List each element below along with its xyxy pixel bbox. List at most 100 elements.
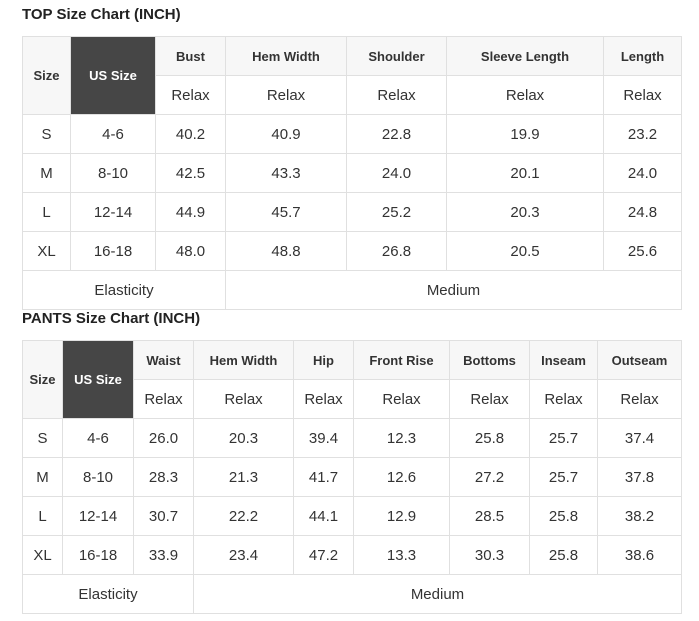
us-size-cell: 12-14 xyxy=(70,192,156,232)
us-size-header: US Size xyxy=(62,340,134,419)
measurement-cell: 37.8 xyxy=(597,457,682,497)
measurement-cell: 25.8 xyxy=(529,535,598,575)
column-header: Outseam xyxy=(597,340,682,380)
measurement-cell: 40.9 xyxy=(225,114,347,154)
measurement-cell: 39.4 xyxy=(293,418,354,458)
measurement-cell: 12.3 xyxy=(353,418,450,458)
fit-cell: Relax xyxy=(603,75,682,115)
measurement-cell: 23.4 xyxy=(193,535,294,575)
table-row: M 8-10 28.3 21.3 41.7 12.6 27.2 25.7 37.8 xyxy=(22,457,682,497)
fit-cell: Relax xyxy=(225,75,347,115)
measurement-cell: 23.2 xyxy=(603,114,682,154)
column-header: Hem Width xyxy=(225,36,347,76)
measurement-cell: 25.8 xyxy=(529,496,598,536)
column-header: Hem Width xyxy=(193,340,294,380)
elasticity-value: Medium xyxy=(225,270,682,310)
pants-size-table: Size US Size Waist Hem Width Hip Front Rise Bo… xyxy=(22,340,682,614)
measurement-cell: 13.3 xyxy=(353,535,450,575)
elasticity-row: Elasticity Medium xyxy=(22,270,682,310)
us-size-cell: 4-6 xyxy=(70,114,156,154)
measurement-cell: 25.8 xyxy=(449,418,530,458)
measurement-cell: 43.3 xyxy=(225,153,347,193)
fit-cell: Relax xyxy=(446,75,604,115)
us-size-cell: 8-10 xyxy=(70,153,156,193)
measurement-cell: 26.0 xyxy=(133,418,194,458)
fit-cell: Relax xyxy=(449,379,530,419)
measurement-cell: 25.7 xyxy=(529,457,598,497)
header-row: Size US Size Bust Hem Width Shoulder Sleeve L… xyxy=(22,36,682,115)
size-cell: L xyxy=(22,192,71,232)
measurement-cell: 22.8 xyxy=(346,114,447,154)
column-header: Shoulder xyxy=(346,36,447,76)
column-header: Sleeve Length xyxy=(446,36,604,76)
measurement-cell: 44.1 xyxy=(293,496,354,536)
measurement-cell: 47.2 xyxy=(293,535,354,575)
table-row: XL 16-18 33.9 23.4 47.2 13.3 30.3 25.8 38.6 xyxy=(22,535,682,575)
fit-cell: Relax xyxy=(529,379,598,419)
measurement-cell: 48.8 xyxy=(225,231,347,271)
us-size-header: US Size xyxy=(70,36,156,115)
table-row: S 4-6 26.0 20.3 39.4 12.3 25.8 25.7 37.4 xyxy=(22,418,682,458)
measurement-cell: 42.5 xyxy=(155,153,226,193)
column-header: Length xyxy=(603,36,682,76)
us-size-cell: 12-14 xyxy=(62,496,134,536)
measurement-cell: 12.9 xyxy=(353,496,450,536)
table-row: L 12-14 44.9 45.7 25.2 20.3 24.8 xyxy=(22,192,682,232)
measurement-cell: 25.6 xyxy=(603,231,682,271)
us-size-cell: 16-18 xyxy=(70,231,156,271)
measurement-cell: 21.3 xyxy=(193,457,294,497)
measurement-cell: 27.2 xyxy=(449,457,530,497)
us-size-cell: 16-18 xyxy=(62,535,134,575)
measurement-cell: 40.2 xyxy=(155,114,226,154)
measurement-cell: 20.3 xyxy=(193,418,294,458)
header-row: Size US Size Waist Hem Width Hip Front Rise Bo… xyxy=(22,340,682,419)
measurement-cell: 24.8 xyxy=(603,192,682,232)
measurement-cell: 20.1 xyxy=(446,153,604,193)
measurement-cell: 22.2 xyxy=(193,496,294,536)
size-cell: XL xyxy=(22,231,71,271)
pants-size-chart-title: PANTS Size Chart (INCH) xyxy=(22,310,201,327)
fit-row: Relax Relax Relax Relax Relax xyxy=(23,75,682,115)
size-cell: XL xyxy=(22,535,63,575)
size-cell: M xyxy=(22,457,63,497)
size-cell: S xyxy=(22,418,63,458)
measurement-cell: 26.8 xyxy=(346,231,447,271)
table-row: L 12-14 30.7 22.2 44.1 12.9 28.5 25.8 38.2 xyxy=(22,496,682,536)
elasticity-label: Elasticity xyxy=(22,574,194,614)
table-row: XL 16-18 48.0 48.8 26.8 20.5 25.6 xyxy=(22,231,682,271)
column-header: Front Rise xyxy=(353,340,450,380)
measurement-cell: 45.7 xyxy=(225,192,347,232)
size-header: Size xyxy=(22,340,63,419)
measurement-cell: 12.6 xyxy=(353,457,450,497)
top-size-table: Size US Size Bust Hem Width Shoulder Sleeve L… xyxy=(22,36,682,310)
elasticity-value: Medium xyxy=(193,574,682,614)
measurement-cell: 25.2 xyxy=(346,192,447,232)
measurement-cell: 30.3 xyxy=(449,535,530,575)
fit-cell: Relax xyxy=(133,379,194,419)
measurement-cell: 37.4 xyxy=(597,418,682,458)
elasticity-label: Elasticity xyxy=(22,270,226,310)
measurement-cell: 38.2 xyxy=(597,496,682,536)
measurement-cell: 33.9 xyxy=(133,535,194,575)
fit-cell: Relax xyxy=(346,75,447,115)
measurement-cell: 28.3 xyxy=(133,457,194,497)
column-header: Bust xyxy=(155,36,226,76)
column-header: Inseam xyxy=(529,340,598,380)
fit-cell: Relax xyxy=(193,379,294,419)
fit-cell: Relax xyxy=(353,379,450,419)
size-header: Size xyxy=(22,36,71,115)
fit-cell: Relax xyxy=(597,379,682,419)
size-cell: S xyxy=(22,114,71,154)
measurement-cell: 30.7 xyxy=(133,496,194,536)
column-header: Hip xyxy=(293,340,354,380)
measurement-cell: 41.7 xyxy=(293,457,354,497)
table-row: M 8-10 42.5 43.3 24.0 20.1 24.0 xyxy=(22,153,682,193)
column-header: Bottoms xyxy=(449,340,530,380)
top-size-chart-title: TOP Size Chart (INCH) xyxy=(22,6,181,23)
column-header: Waist xyxy=(133,340,194,380)
measurement-cell: 20.3 xyxy=(446,192,604,232)
measurement-cell: 44.9 xyxy=(155,192,226,232)
measurement-cell: 25.7 xyxy=(529,418,598,458)
fit-row: Relax Relax Relax Relax Relax Relax Relax xyxy=(23,379,682,419)
measurement-cell: 38.6 xyxy=(597,535,682,575)
